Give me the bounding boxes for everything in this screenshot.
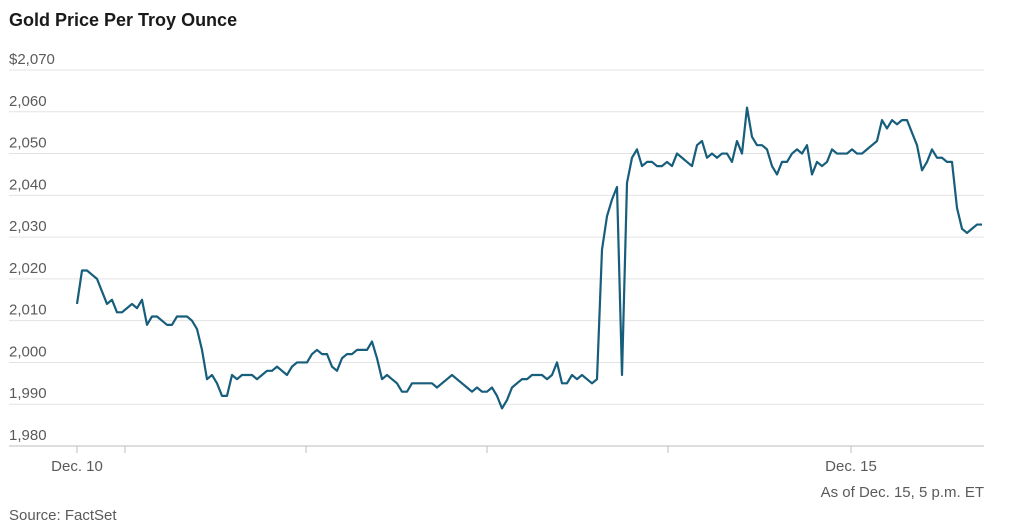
price-line [75, 106, 982, 410]
x-tick-label: Dec. 15 [825, 458, 877, 475]
y-tick-label: 2,060 [9, 93, 47, 110]
y-tick-label: $2,070 [9, 51, 55, 68]
y-tick-label: 2,020 [9, 260, 47, 277]
chart-title: Gold Price Per Troy Ounce [9, 10, 237, 30]
y-tick-label: 2,040 [9, 176, 47, 193]
chart-source: Source: FactSet [9, 507, 117, 524]
y-tick-label: 2,010 [9, 302, 47, 319]
y-tick-label: 2,050 [9, 135, 47, 152]
x-tick-label: Dec. 10 [51, 458, 103, 475]
chart-note: As of Dec. 15, 5 p.m. ET [821, 484, 984, 501]
y-tick-label: 2,030 [9, 218, 47, 235]
y-tick-label: 2,000 [9, 343, 47, 360]
y-tick-label: 1,980 [9, 427, 47, 444]
y-tick-label: 1,990 [9, 385, 47, 402]
